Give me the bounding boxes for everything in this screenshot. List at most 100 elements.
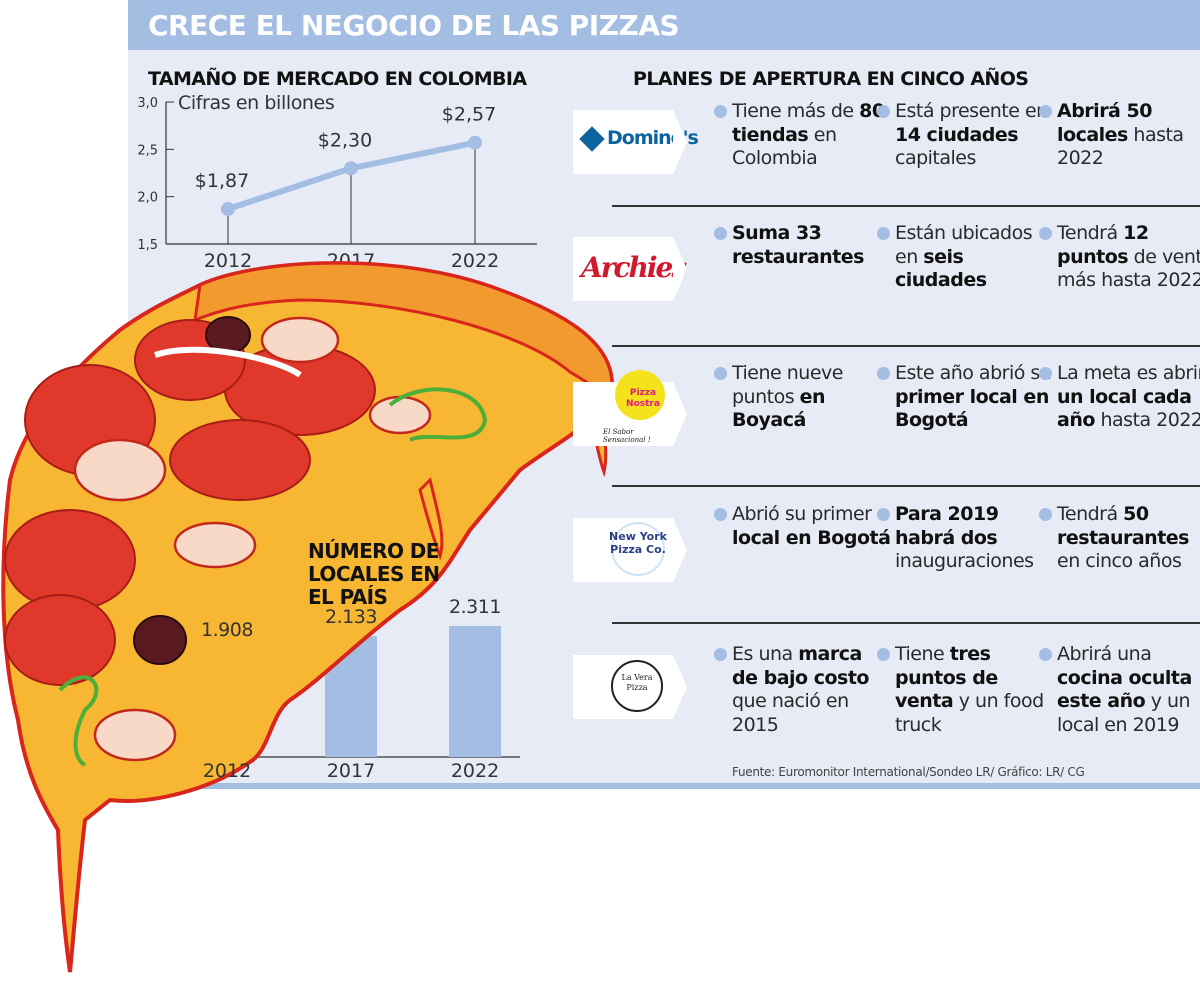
market-size-title: TAMAÑO DE MERCADO EN COLOMBIA bbox=[148, 68, 527, 90]
plan-bullet: Tendrá 50 restaurantes en cinco años bbox=[1039, 503, 1200, 574]
bullet-dot-icon bbox=[1039, 105, 1052, 118]
bullet-dot-icon bbox=[714, 508, 727, 521]
plan-bullet: Este año abrió su primer local en Bogotá bbox=[877, 362, 1055, 433]
bullet-text: y un local en 2019 bbox=[1057, 690, 1191, 736]
bullet-dot-icon bbox=[877, 227, 890, 240]
brand-name: New York Pizza Co. bbox=[609, 530, 667, 556]
data-point bbox=[344, 161, 358, 176]
bullet-text: Abrió su primer bbox=[732, 503, 872, 525]
data-label: $2,57 bbox=[442, 104, 496, 126]
bullet-text-bold: seis ciudades bbox=[895, 245, 987, 292]
data-point bbox=[468, 135, 482, 150]
plan-bullet: La meta es abrir un local cada año hasta… bbox=[1039, 362, 1200, 433]
bullet-dot-icon bbox=[1039, 227, 1052, 240]
page-title: CRECE EL NEGOCIO DE LAS PIZZAS bbox=[148, 9, 680, 42]
bullet-dot-icon bbox=[714, 367, 727, 380]
bullet-text: Abrirá una bbox=[1057, 643, 1152, 665]
bullet-dot-icon bbox=[1039, 508, 1052, 521]
logo-stamp-icon bbox=[611, 660, 663, 712]
onion-ring bbox=[154, 346, 302, 378]
plans-title: PLANES DE APERTURA EN CINCO AÑOS bbox=[633, 68, 1029, 90]
bullet-text: y un food truck bbox=[895, 690, 1044, 736]
row-divider bbox=[612, 485, 1200, 487]
bullet-text: hasta 2022 bbox=[1094, 409, 1200, 431]
bullet-text: Tiene más de bbox=[732, 100, 860, 122]
row-divider bbox=[612, 345, 1200, 347]
x-tick-label: 2022 bbox=[450, 760, 500, 782]
domino-tile-icon bbox=[579, 126, 605, 152]
bar-data-label: 1.908 bbox=[201, 618, 253, 641]
bullet-dot-icon bbox=[1039, 648, 1052, 661]
bullet-dot-icon bbox=[877, 105, 890, 118]
archies-logo: Archies bbox=[573, 237, 687, 301]
y-tick-label: 2,0 bbox=[137, 191, 158, 206]
source-note: Fuente: Euromonitor International/Sondeo… bbox=[732, 765, 1085, 779]
bullet-dot-icon bbox=[714, 648, 727, 661]
plan-bullet: Tiene nueve puntos en Boyacá bbox=[714, 362, 892, 433]
bullet-text: Tendrá bbox=[1057, 503, 1124, 525]
plan-bullet: Abrirá 50 locales hasta 2022 bbox=[1039, 100, 1200, 171]
plan-bullet: Está presente en 14 ciudades capitales bbox=[877, 100, 1055, 171]
bullet-text: Este año abrió su bbox=[895, 362, 1052, 384]
bullet-text-bold: un local cada año bbox=[1057, 385, 1192, 432]
x-tick-label: 2012 bbox=[202, 760, 252, 782]
cheese-drip bbox=[418, 477, 444, 561]
bullet-text-bold: Para 2019 habrá dos bbox=[895, 503, 999, 549]
bullet-text-bold: 12 puntos bbox=[1057, 222, 1149, 268]
bullet-text: Es una bbox=[732, 643, 799, 665]
bullet-text: Tiene nueve puntos bbox=[732, 362, 843, 408]
bullet-dot-icon bbox=[714, 227, 727, 240]
bullet-dot-icon bbox=[714, 105, 727, 118]
bullet-dot-icon bbox=[877, 367, 890, 380]
bullet-text: Tendrá bbox=[1057, 222, 1124, 244]
bullet-text-bold: local en Bogotá bbox=[732, 526, 891, 549]
bullet-text: en cinco años bbox=[1057, 550, 1182, 572]
title-bar bbox=[128, 0, 1200, 50]
bullet-text-bold: tres puntos de venta bbox=[895, 643, 998, 712]
x-tick-label: 2022 bbox=[451, 250, 499, 272]
plan-bullet: Están ubicados en seis ciudades bbox=[877, 222, 1055, 293]
plan-bullet: Tiene más de 80 tiendas en Colombia bbox=[714, 100, 892, 171]
bullet-text: en Colombia bbox=[732, 123, 837, 170]
bullet-dot-icon bbox=[877, 508, 890, 521]
logo-sun-icon bbox=[615, 370, 665, 420]
bullet-text: capitales bbox=[895, 147, 976, 169]
la-vera-pizza-logo: La Vera Pizza bbox=[573, 655, 687, 719]
pepperoni bbox=[4, 319, 376, 686]
bullet-text-bold: 50 restaurantes bbox=[1057, 503, 1190, 549]
data-label: $1,87 bbox=[195, 170, 249, 192]
brand-name: Domino's bbox=[607, 127, 699, 149]
green-pepper bbox=[58, 675, 99, 767]
bar bbox=[449, 626, 501, 757]
bullet-text: que nació en 2015 bbox=[732, 690, 849, 736]
bullet-dot-icon bbox=[877, 648, 890, 661]
logo-ring-icon bbox=[611, 522, 665, 576]
bullet-text-bold: primer local en Bogotá bbox=[895, 385, 1049, 432]
bar-data-label: 2.133 bbox=[325, 606, 377, 629]
brand-name: Pizza Nostra bbox=[626, 388, 660, 409]
bullet-text-bold: en Boyacá bbox=[732, 385, 826, 432]
plan-bullet: Suma 33 restaurantes bbox=[714, 222, 892, 269]
plan-bullet: Es una marca de bajo costo que nació en … bbox=[714, 643, 892, 737]
bullet-text-bold: Abrirá 50 locales bbox=[1057, 100, 1152, 146]
pizza-nostra-logo: Pizza Nostra El Sabor Sensacional ! bbox=[573, 370, 687, 446]
brand-tagline: El Sabor Sensacional ! bbox=[603, 428, 651, 444]
row-divider bbox=[612, 622, 1200, 624]
new-york-pizza-logo: New York Pizza Co. bbox=[573, 518, 687, 582]
x-tick-label: 2017 bbox=[326, 760, 376, 782]
bottom-rule bbox=[128, 783, 1200, 789]
bullet-text: hasta 2022 bbox=[1057, 123, 1184, 170]
pizza-slice-illustration bbox=[1, 261, 615, 973]
bullet-text-bold: Suma 33 restaurantes bbox=[732, 222, 865, 268]
row-divider bbox=[612, 205, 1200, 207]
plan-bullet: Abrió su primer local en Bogotá bbox=[714, 503, 892, 550]
dominos-logo: Domino's bbox=[573, 110, 699, 174]
bullet-dot-icon bbox=[1039, 367, 1052, 380]
bullet-text: de venta más hasta 2022 bbox=[1057, 245, 1200, 292]
bullet-text-bold: 14 ciudades bbox=[895, 123, 1019, 146]
y-tick-label: 1,5 bbox=[137, 238, 158, 253]
bullet-text: Están ubicados en bbox=[895, 222, 1033, 268]
bullet-text-bold: marca de bajo costo bbox=[732, 643, 869, 689]
y-tick-label: 3,0 bbox=[137, 96, 158, 111]
